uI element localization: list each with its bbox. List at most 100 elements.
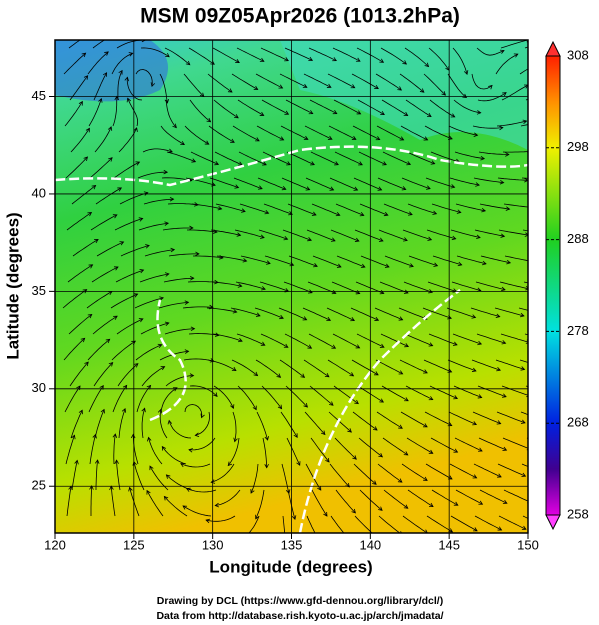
streamline — [111, 52, 133, 75]
streamline — [163, 277, 194, 283]
streamline — [240, 255, 271, 264]
streamline — [282, 515, 286, 533]
streamline — [110, 486, 116, 517]
streamline-arrow — [355, 57, 361, 62]
streamline-arrow — [311, 211, 317, 216]
streamline — [310, 437, 330, 463]
streamline-arrow — [453, 448, 459, 453]
streamline-arrow — [128, 486, 133, 492]
streamline-arrow — [327, 135, 333, 140]
streamline-arrow — [330, 237, 336, 242]
streamline-arrow — [189, 275, 195, 281]
streamline-arrow — [163, 169, 169, 175]
streamline — [380, 333, 409, 347]
streamline-arrow — [380, 110, 385, 115]
streamline-arrow — [78, 100, 83, 106]
streamline-arrow — [165, 474, 171, 479]
streamline-arrow — [372, 480, 377, 485]
streamline-arrow — [283, 236, 289, 241]
streamline — [504, 255, 528, 262]
streamline — [142, 148, 173, 153]
streamline-arrow — [112, 433, 118, 438]
streamline — [136, 385, 151, 413]
streamline — [210, 229, 241, 236]
streamline — [168, 420, 192, 439]
y-tick-label: 40 — [32, 185, 46, 200]
streamline-arrow — [217, 205, 223, 211]
streamline-arrow — [441, 91, 447, 96]
streamline — [188, 333, 219, 336]
streamline — [70, 410, 83, 439]
streamline — [329, 463, 350, 488]
streamline — [453, 385, 482, 398]
streamline-arrow — [481, 207, 487, 213]
streamline — [327, 359, 354, 377]
streamline-arrow — [233, 437, 238, 443]
streamline — [334, 151, 363, 166]
streamline — [237, 99, 264, 116]
streamline-arrow — [433, 262, 439, 267]
x-tick-label: 120 — [44, 537, 66, 552]
streamline — [285, 385, 308, 408]
streamline-arrow — [81, 52, 87, 58]
streamline-arrow — [317, 539, 320, 543]
streamline — [185, 177, 216, 186]
streamline — [495, 53, 518, 75]
streamline — [353, 177, 382, 191]
streamline — [311, 489, 328, 517]
streamline-arrow — [146, 384, 152, 390]
streamline — [137, 171, 168, 179]
streamline — [502, 437, 528, 449]
streamline — [495, 359, 525, 370]
streamline-arrow — [87, 212, 93, 217]
streamline-arrow — [476, 234, 481, 240]
streamline-arrow — [328, 401, 334, 406]
streamline-arrow — [262, 161, 267, 166]
streamline-arrow — [408, 211, 413, 216]
streamline-arrow — [113, 315, 118, 320]
streamline-arrow — [232, 309, 238, 314]
streamline — [471, 73, 493, 90]
streamline-arrow — [448, 528, 454, 533]
streamline-arrow — [308, 289, 313, 294]
streamline — [428, 333, 458, 346]
streamline — [71, 460, 78, 491]
streamline — [425, 463, 453, 480]
streamline-arrow — [143, 191, 149, 196]
streamline-arrow — [379, 343, 385, 348]
streamline-arrow — [323, 511, 328, 517]
streamline-arrow — [406, 161, 412, 166]
streamline — [161, 446, 187, 465]
colorbar-label: 278 — [567, 323, 589, 338]
streamline — [215, 203, 246, 212]
streamline — [424, 125, 453, 140]
streamline — [232, 411, 237, 442]
streamline-arrow — [428, 396, 434, 401]
streamline-arrow — [496, 366, 502, 372]
streamline — [211, 463, 235, 483]
streamline — [233, 177, 263, 190]
x-tick-label: 150 — [517, 537, 539, 552]
streamline — [405, 99, 432, 117]
streamline-arrow — [235, 59, 240, 64]
streamline — [143, 198, 174, 205]
streamline-arrow — [398, 370, 404, 375]
streamline-arrow — [104, 51, 109, 56]
streamline-arrow — [353, 186, 359, 191]
streamline — [455, 489, 483, 505]
streamline-arrow — [317, 486, 322, 491]
streamline — [182, 505, 212, 517]
streamline — [449, 463, 477, 479]
streamline — [158, 301, 189, 309]
streamline-arrow — [308, 56, 314, 62]
streamline — [503, 203, 528, 208]
streamline — [384, 255, 414, 267]
streamline — [429, 99, 455, 118]
streamline-arrow — [184, 349, 190, 354]
streamline-arrow — [501, 393, 507, 398]
streamline-arrow — [404, 397, 409, 402]
streamline-arrow — [92, 433, 97, 439]
streamline — [180, 463, 211, 468]
streamline — [62, 289, 87, 309]
streamline-arrow — [182, 505, 188, 510]
